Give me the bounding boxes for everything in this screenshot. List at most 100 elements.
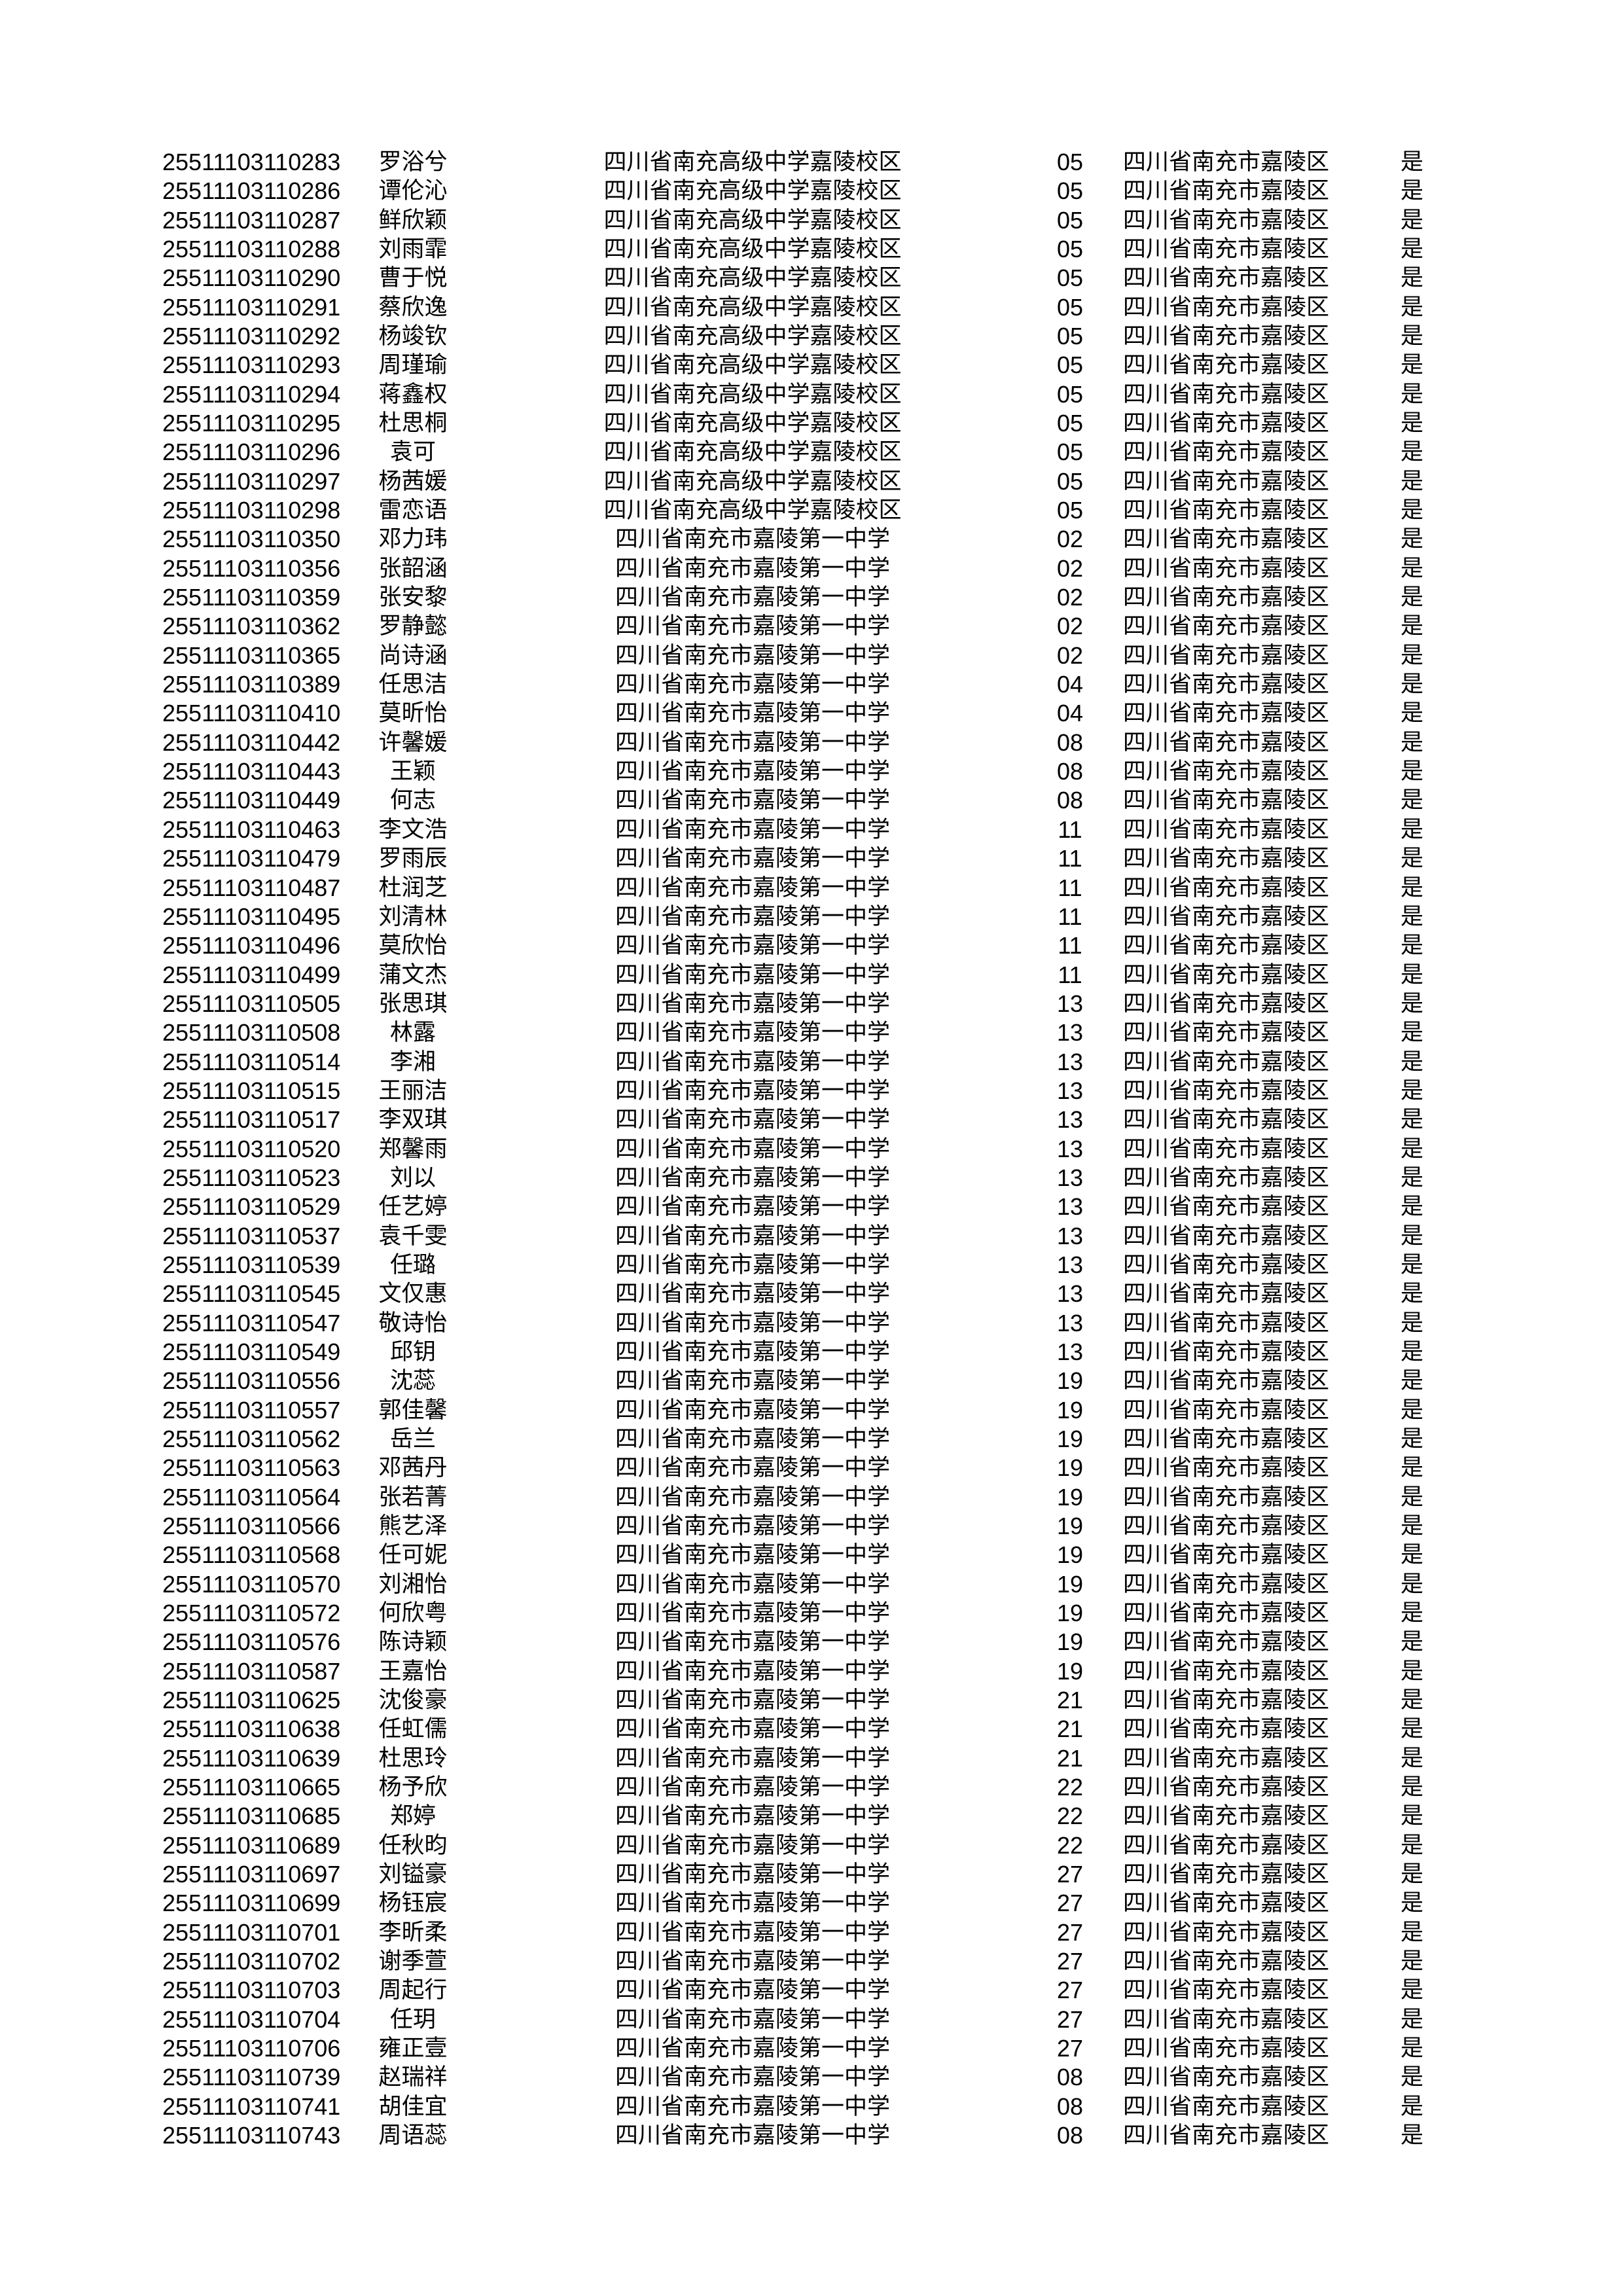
qualified-flag: 是 <box>1400 2093 1424 2120</box>
class-code: 19 <box>1056 1483 1084 1511</box>
class-code: 08 <box>1056 728 1084 756</box>
student-name: 王丽洁 <box>378 1077 448 1104</box>
district: 四川省南充市嘉陵区 <box>1123 1281 1330 1308</box>
student-id: 25511103110298 <box>162 497 341 524</box>
qualified-flag: 是 <box>1400 787 1424 814</box>
student-name: 张思琪 <box>378 990 448 1017</box>
class-code: 13 <box>1056 1193 1084 1221</box>
student-name: 杨竣钦 <box>378 323 448 350</box>
table-row: 25511103110537 袁千雯 四川省南充市嘉陵第一中学 13 四川省南充市嘉陵区… <box>0 1222 1623 1251</box>
table-row: 25511103110365 尚诗涵 四川省南充市嘉陵第一中学 02 四川省南充市嘉陵区… <box>0 641 1623 670</box>
school-name: 四川省南充市嘉陵第一中学 <box>615 526 890 553</box>
class-code: 19 <box>1056 1600 1084 1626</box>
school-name: 四川省南充高级中学嘉陵校区 <box>603 381 902 408</box>
table-row: 25511103110703 周起行 四川省南充市嘉陵第一中学 27 四川省南充市嘉陵区… <box>0 1976 1623 2005</box>
student-id: 25511103110570 <box>162 1570 341 1598</box>
qualified-flag: 是 <box>1400 497 1424 524</box>
student-name: 罗浴兮 <box>378 149 448 175</box>
school-name: 四川省南充市嘉陵第一中学 <box>615 555 890 582</box>
table-row: 25511103110568 任可妮 四川省南充市嘉陵第一中学 19 四川省南充市嘉陵区… <box>0 1541 1623 1570</box>
table-row: 25511103110287 鲜欣颖 四川省南充高级中学嘉陵校区 05 四川省南充市嘉陵… <box>0 206 1623 235</box>
qualified-flag: 是 <box>1400 1542 1424 1569</box>
student-id: 25511103110520 <box>162 1135 341 1162</box>
student-name: 杜润芝 <box>378 874 448 901</box>
class-code: 13 <box>1056 1164 1084 1191</box>
district: 四川省南充市嘉陵区 <box>1123 1077 1330 1104</box>
qualified-flag: 是 <box>1400 1194 1424 1221</box>
class-code: 02 <box>1056 641 1084 669</box>
class-code: 05 <box>1056 497 1084 524</box>
qualified-flag: 是 <box>1400 613 1424 640</box>
student-id: 25511103110743 <box>162 2122 341 2149</box>
student-id: 25511103110638 <box>162 1715 341 1743</box>
qualified-flag: 是 <box>1400 1020 1424 1047</box>
student-id: 25511103110702 <box>162 1948 341 1975</box>
class-code: 22 <box>1056 1774 1084 1801</box>
qualified-flag: 是 <box>1400 2006 1424 2033</box>
student-id: 25511103110286 <box>162 177 341 205</box>
school-name: 四川省南充市嘉陵第一中学 <box>615 874 890 901</box>
district: 四川省南充市嘉陵区 <box>1123 323 1330 350</box>
qualified-flag: 是 <box>1400 410 1424 437</box>
qualified-flag: 是 <box>1400 933 1424 960</box>
table-row: 25511103110562 岳兰 四川省南充市嘉陵第一中学 19 四川省南充市嘉陵区 是 <box>0 1425 1623 1454</box>
class-code: 22 <box>1056 1803 1084 1830</box>
district: 四川省南充市嘉陵区 <box>1123 2064 1330 2091</box>
district: 四川省南充市嘉陵区 <box>1123 990 1330 1017</box>
class-code: 11 <box>1058 932 1082 960</box>
qualified-flag: 是 <box>1400 2123 1424 2149</box>
school-name: 四川省南充市嘉陵第一中学 <box>615 1716 890 1743</box>
table-row: 25511103110665 杨予欣 四川省南充市嘉陵第一中学 22 四川省南充市嘉陵区… <box>0 1773 1623 1802</box>
student-name: 周起行 <box>378 1977 448 2004</box>
table-row: 25511103110685 郑婷 四川省南充市嘉陵第一中学 22 四川省南充市嘉陵区 是 <box>0 1802 1623 1831</box>
school-name: 四川省南充市嘉陵第一中学 <box>615 2123 890 2149</box>
qualified-flag: 是 <box>1400 178 1424 205</box>
student-name: 王嘉怡 <box>378 1658 448 1685</box>
student-name: 袁可 <box>389 439 436 466</box>
student-id: 25511103110706 <box>162 2035 341 2062</box>
school-name: 四川省南充市嘉陵第一中学 <box>615 1513 890 1539</box>
table-row: 25511103110539 任璐 四川省南充市嘉陵第一中学 13 四川省南充市嘉陵区 是 <box>0 1251 1623 1280</box>
district: 四川省南充市嘉陵区 <box>1123 2036 1330 2062</box>
class-code: 13 <box>1056 1106 1084 1134</box>
district: 四川省南充市嘉陵区 <box>1123 1890 1330 1917</box>
table-row: 25511103110572 何欣粤 四川省南充市嘉陵第一中学 19 四川省南充市嘉陵区… <box>0 1599 1623 1628</box>
school-name: 四川省南充市嘉陵第一中学 <box>615 2006 890 2033</box>
district: 四川省南充市嘉陵区 <box>1123 149 1330 175</box>
table-row: 25511103110290 曹于悦 四川省南充高级中学嘉陵校区 05 四川省南充市嘉陵… <box>0 264 1623 293</box>
student-name: 雷恋语 <box>378 497 448 524</box>
district: 四川省南充市嘉陵区 <box>1123 1919 1330 1946</box>
student-name: 任玥 <box>389 2006 436 2033</box>
qualified-flag: 是 <box>1400 903 1424 930</box>
class-code: 27 <box>1056 1861 1084 1888</box>
student-id: 25511103110523 <box>162 1164 341 1191</box>
qualified-flag: 是 <box>1400 816 1424 843</box>
district: 四川省南充市嘉陵区 <box>1123 584 1330 611</box>
district: 四川省南充市嘉陵区 <box>1123 468 1330 495</box>
table-row: 25511103110549 邱钥 四川省南充市嘉陵第一中学 13 四川省南充市嘉陵区 是 <box>0 1338 1623 1367</box>
school-name: 四川省南充市嘉陵第一中学 <box>615 2064 890 2091</box>
class-code: 05 <box>1056 177 1084 205</box>
district: 四川省南充市嘉陵区 <box>1123 1803 1330 1830</box>
district: 四川省南充市嘉陵区 <box>1123 1513 1330 1539</box>
student-name: 岳兰 <box>389 1426 436 1452</box>
student-id: 25511103110356 <box>162 554 341 582</box>
table-row: 25511103110523 刘以 四川省南充市嘉陵第一中学 13 四川省南充市嘉陵区 是 <box>0 1164 1623 1193</box>
student-name: 敬诗怡 <box>378 1310 448 1336</box>
student-name: 谭伦沁 <box>378 178 448 205</box>
table-row: 25511103110499 蒲文杰 四川省南充市嘉陵第一中学 11 四川省南充市嘉陵区… <box>0 961 1623 990</box>
district: 四川省南充市嘉陵区 <box>1123 642 1330 669</box>
school-name: 四川省南充市嘉陵第一中学 <box>615 933 890 960</box>
student-id: 25511103110562 <box>162 1425 341 1452</box>
student-name: 周瑾瑜 <box>378 352 448 379</box>
table-row: 25511103110442 许馨媛 四川省南充市嘉陵第一中学 08 四川省南充市嘉陵区… <box>0 728 1623 757</box>
qualified-flag: 是 <box>1400 1919 1424 1946</box>
class-code: 05 <box>1056 206 1084 234</box>
qualified-flag: 是 <box>1400 1368 1424 1395</box>
qualified-flag: 是 <box>1400 323 1424 350</box>
school-name: 四川省南充市嘉陵第一中学 <box>615 1832 890 1859</box>
qualified-flag: 是 <box>1400 1077 1424 1104</box>
student-name: 鲜欣颖 <box>378 207 448 234</box>
school-name: 四川省南充高级中学嘉陵校区 <box>603 236 902 263</box>
student-id: 25511103110639 <box>162 1744 341 1772</box>
